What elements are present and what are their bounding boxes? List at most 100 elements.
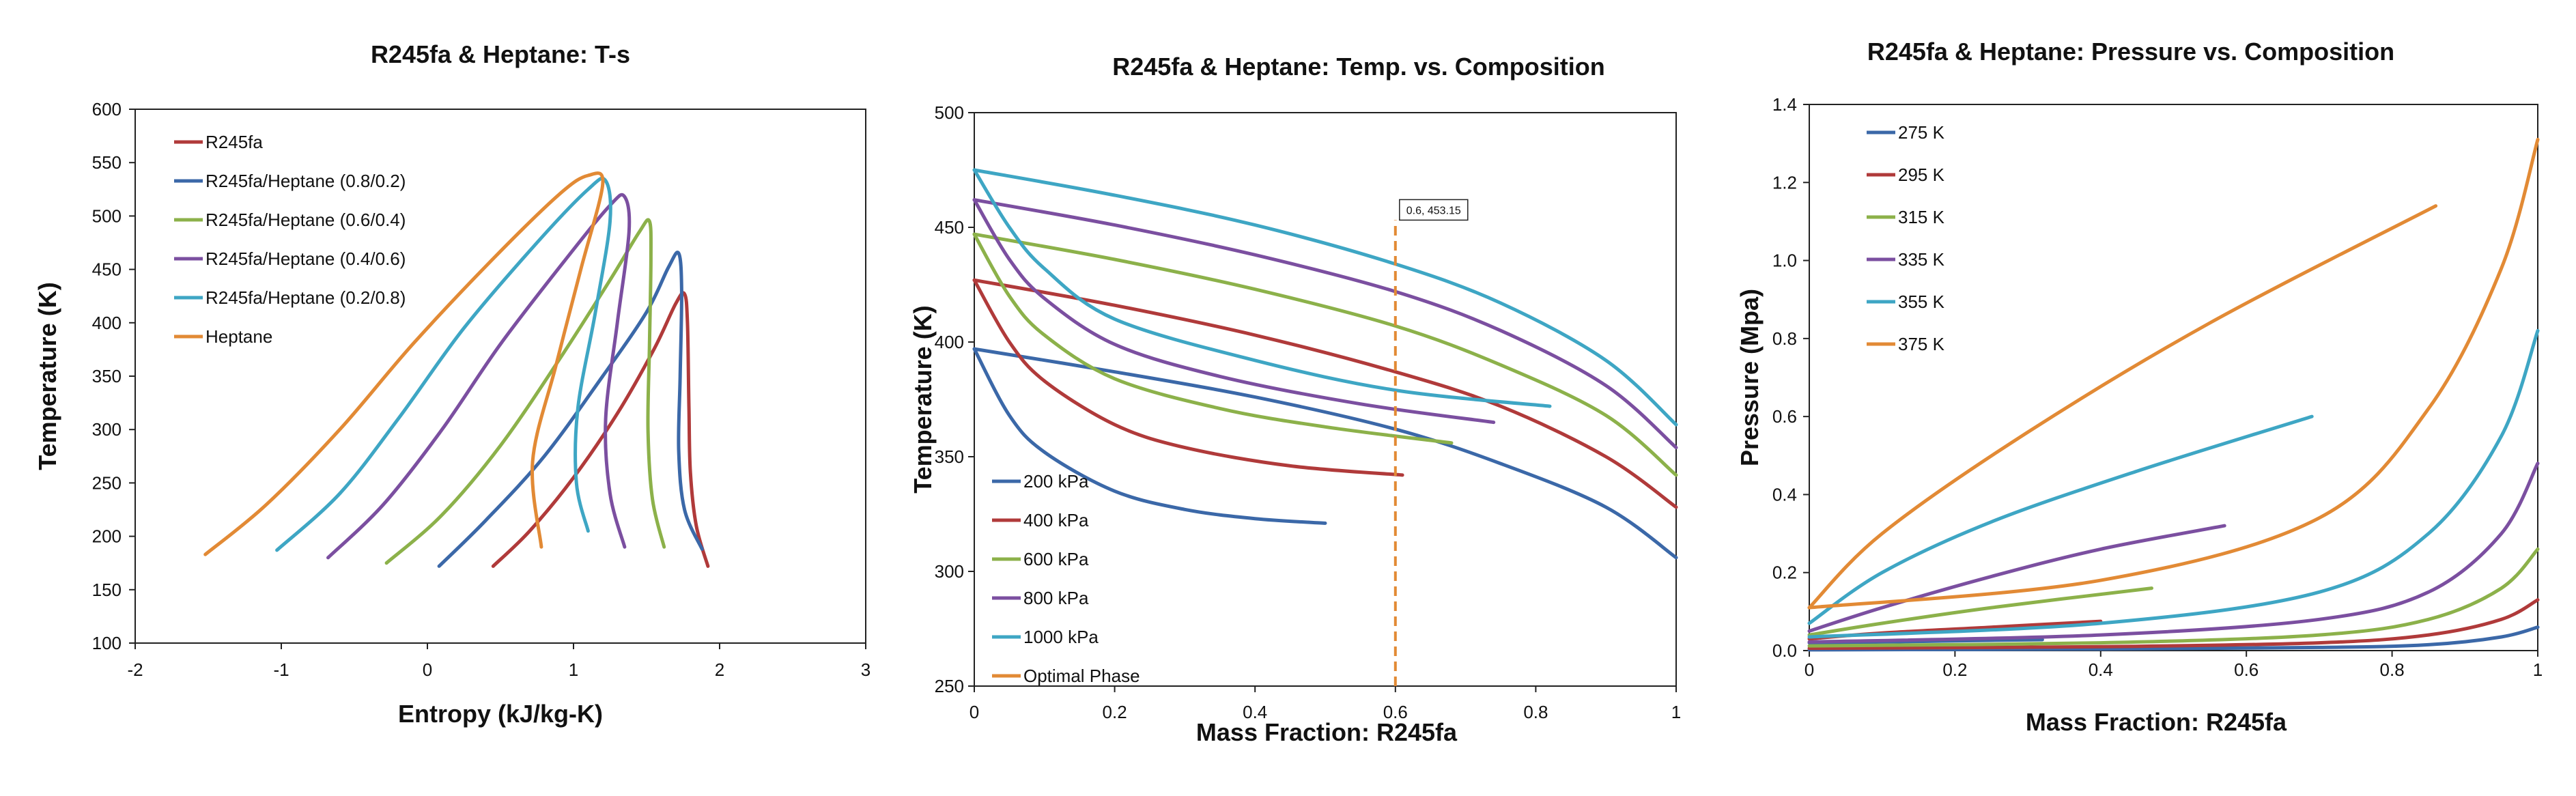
y-tick-label: 450	[935, 217, 964, 238]
legend-entry: 800 kPa	[1023, 588, 1089, 608]
y-tick-label: 300	[935, 561, 964, 582]
y-tick-label: 1.2	[1772, 172, 1797, 193]
x-tick-label: 0.6	[2234, 659, 2259, 680]
legend-entry: R245fa/Heptane (0.4/0.6)	[206, 248, 406, 269]
plot-frame	[1809, 104, 2538, 651]
series-line-5-lower	[1807, 204, 2438, 610]
y-axis-label: Temperature (K)	[909, 305, 937, 493]
x-tick-label: 0.6	[1383, 702, 1408, 722]
legend-entry: R245fa	[206, 132, 263, 152]
y-tick-label: 500	[935, 102, 964, 123]
legend-entry: Optimal Phase	[1023, 666, 1140, 686]
y-tick-label: 250	[92, 472, 122, 493]
annotation-label: 0.6, 453.15	[1406, 205, 1461, 216]
x-tick-label: 0	[423, 659, 432, 680]
legend-entry: R245fa/Heptane (0.2/0.8)	[206, 287, 406, 308]
legend-entry: 295 K	[1898, 165, 1945, 185]
x-tick-label: 1	[2533, 659, 2543, 680]
x-tick-label: -1	[273, 659, 289, 680]
legend-entry: Heptane	[206, 326, 272, 347]
y-tick-label: 0.4	[1772, 484, 1797, 504]
y-tick-label: 400	[935, 332, 964, 352]
x-tick-label: 0.2	[1103, 702, 1127, 722]
x-tick-label: 1	[1671, 702, 1681, 722]
y-tick-label: 150	[92, 580, 122, 600]
legend-entry: 375 K	[1898, 334, 1945, 354]
plot-frame	[974, 112, 1677, 687]
legend-entry: 315 K	[1898, 207, 1945, 227]
series-line-0-upper	[972, 347, 1678, 560]
legend-entry: 600 kPa	[1023, 549, 1089, 569]
legend-entry: 335 K	[1898, 249, 1945, 270]
y-tick-label: 400	[92, 313, 122, 333]
y-tick-label: 450	[92, 259, 122, 280]
series-line-1-lower	[972, 278, 1404, 477]
series-line-2-lower	[1807, 586, 2153, 637]
series-line-2-upper	[972, 232, 1678, 477]
series-line-4-lower	[1807, 414, 2314, 625]
x-tick-label: 1	[569, 659, 578, 680]
y-axis-label: Temperature (K)	[33, 282, 61, 470]
series-line-2	[384, 218, 666, 565]
series-line-0-lower	[972, 347, 1327, 525]
chart-title: R245fa & Heptane: Pressure vs. Compositi…	[1867, 38, 2394, 66]
series-line-1-upper	[1807, 598, 2540, 651]
x-tick-label: 0	[1804, 659, 1814, 680]
legend-entry: R245fa/Heptane (0.6/0.4)	[206, 210, 406, 230]
y-tick-label: 100	[92, 633, 122, 653]
legend-entry: R245fa/Heptane (0.8/0.2)	[206, 171, 406, 191]
chart-title: R245fa & Heptane: T-s	[371, 40, 630, 68]
series-line-4-lower	[972, 168, 1552, 408]
y-tick-label: 1.0	[1772, 251, 1797, 271]
y-tick-label: 0.6	[1772, 406, 1797, 427]
y-tick-label: 1.4	[1772, 94, 1797, 115]
x-axis-label: Mass Fraction: R245fa	[1196, 718, 1458, 746]
chart-title: R245fa & Heptane: Temp. vs. Composition	[1112, 53, 1604, 81]
series-line-3-lower	[972, 198, 1496, 425]
x-tick-label: 0.8	[2380, 659, 2405, 680]
series-line-2-lower	[972, 232, 1454, 445]
series-line-4-upper	[972, 168, 1678, 427]
x-tick-label: 0.8	[1523, 702, 1548, 722]
series-line-3-upper	[972, 198, 1678, 450]
x-tick-label: 0	[969, 702, 979, 722]
y-tick-label: 0.8	[1772, 328, 1797, 349]
x-tick-label: 2	[715, 659, 724, 680]
x-axis-label: Mass Fraction: R245fa	[2026, 708, 2287, 736]
series-line-5-upper	[1807, 137, 2540, 610]
y-tick-label: 550	[92, 152, 122, 173]
series-line-5	[203, 171, 605, 556]
series-line-4	[275, 176, 612, 552]
y-tick-label: 0.0	[1772, 640, 1797, 661]
x-axis-label: Entropy (kJ/kg-K)	[398, 700, 603, 728]
series-line-2-upper	[1807, 547, 2540, 648]
series-line-4-upper	[1807, 328, 2540, 639]
chart-2: R245fa & Heptane: Temp. vs. Composition M…	[909, 53, 1681, 746]
y-tick-label: 350	[935, 446, 964, 467]
y-axis-label: Pressure (Mpa)	[1736, 289, 1764, 466]
y-tick-label: 500	[92, 205, 122, 226]
y-tick-label: 200	[92, 526, 122, 547]
legend-entry: 355 K	[1898, 292, 1945, 312]
annotation-box	[1399, 199, 1469, 221]
y-tick-label: 250	[935, 676, 964, 696]
y-tick-label: 300	[92, 419, 122, 440]
series-line-1-upper	[972, 278, 1678, 509]
legend-entry: 400 kPa	[1023, 510, 1089, 530]
series-line-0	[491, 291, 710, 568]
series-line-3-upper	[1807, 461, 2540, 644]
series-line-1	[437, 251, 704, 568]
x-tick-label: 0.4	[2089, 659, 2113, 680]
series-line-0-upper	[1807, 625, 2540, 652]
legend-entry: 275 K	[1898, 122, 1945, 143]
chart-3: R245fa & Heptane: Pressure vs. Compositi…	[1736, 38, 2543, 736]
chart-1: R245fa & Heptane: T-s Entropy (kJ/kg-K) Te…	[33, 40, 871, 728]
legend-entry: 1000 kPa	[1023, 627, 1099, 647]
y-tick-label: 0.2	[1772, 563, 1797, 583]
x-tick-label: 0.4	[1243, 702, 1267, 722]
y-tick-label: 600	[92, 99, 122, 119]
x-tick-label: 0.2	[1942, 659, 1967, 680]
series-line-3-lower	[1807, 524, 2226, 633]
legend-entry: 200 kPa	[1023, 471, 1089, 492]
